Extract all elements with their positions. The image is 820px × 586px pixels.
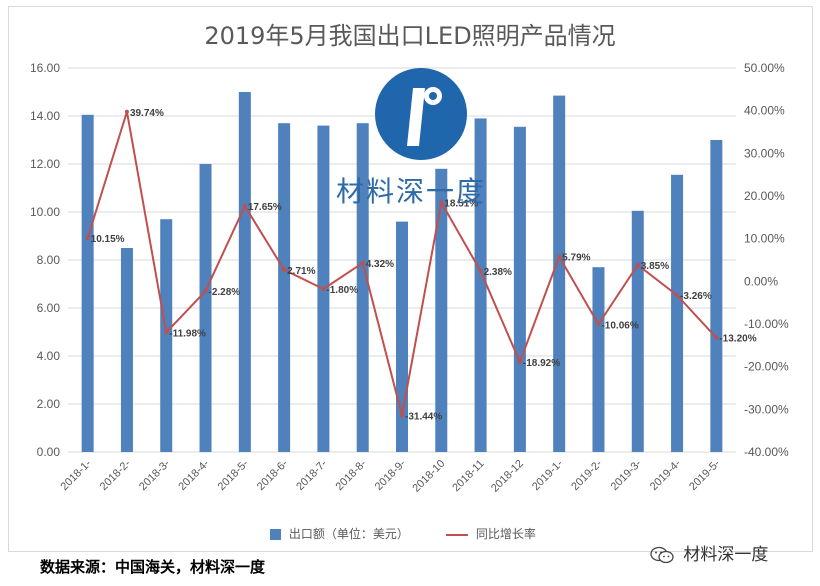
data-label: -10.06% <box>601 320 638 331</box>
legend-swatch-bar <box>270 529 281 540</box>
data-label: 17.65% <box>248 202 282 213</box>
watermark-text: 材料深一度 <box>683 545 769 565</box>
line-point <box>557 254 562 259</box>
y-right-tick-label: 30.00% <box>744 146 785 160</box>
chart-title: 2019年5月我国出口LED照明产品情况 <box>204 22 616 50</box>
line-point <box>124 109 129 114</box>
line-point <box>164 330 169 335</box>
y-right-tick-label: 0.00% <box>744 274 778 288</box>
data-label: -18.92% <box>523 358 560 369</box>
data-label: 2.71% <box>287 266 315 277</box>
line-point <box>635 262 640 267</box>
data-label: 5.79% <box>562 253 590 264</box>
line-point <box>675 293 680 298</box>
x-tick-label: 2019-1- <box>530 457 566 493</box>
legend-item-line: 同比增长率 <box>446 525 536 542</box>
y-right-tick-label: 10.00% <box>744 232 785 246</box>
legend-label-line: 同比增长率 <box>475 527 536 541</box>
y-left-tick-label: 12.00 <box>30 157 60 171</box>
source-note: 数据来源：中国海关，材料深一度 <box>40 558 266 576</box>
y-right-tick-label: 20.00% <box>744 189 785 203</box>
bar <box>81 114 94 453</box>
bar <box>238 92 251 452</box>
line-point <box>714 335 719 340</box>
bar <box>435 168 448 453</box>
x-tick-label: 2018-7- <box>294 457 330 493</box>
line-point <box>400 413 404 418</box>
bar <box>631 210 644 452</box>
x-tick-label: 2018-5- <box>216 457 252 493</box>
bar <box>474 118 487 453</box>
watermark: 材料深一度 <box>650 540 768 565</box>
data-label: -2.28% <box>209 287 241 298</box>
line-point <box>478 269 483 274</box>
line-point <box>360 260 365 265</box>
x-tick-label: 2018-1- <box>58 457 94 493</box>
data-label: -13.20% <box>719 334 756 345</box>
x-tick-label: 2019-4- <box>648 457 684 493</box>
y-right-tick-label: -20.00% <box>744 360 789 374</box>
bar <box>160 219 173 452</box>
x-tick-label: 2018-9- <box>373 457 409 493</box>
x-tick-label: 2018-11 <box>450 458 486 494</box>
data-label: -31.44% <box>405 411 442 422</box>
bar <box>199 164 212 452</box>
legend-item-bar: 出口额（单位：美元） <box>270 525 409 542</box>
data-label: -11.98% <box>169 328 206 339</box>
y-left-tick-label: 14.00 <box>30 109 60 123</box>
data-label: 39.74% <box>130 108 164 119</box>
x-tick-label: 2018-8- <box>334 457 370 493</box>
y-left-tick-label: 2.00 <box>37 397 61 411</box>
data-label: -1.80% <box>326 285 358 296</box>
x-tick-label: 2018-2- <box>98 457 134 493</box>
logo-icon <box>375 68 467 160</box>
x-tick-label: 2018-10 <box>410 458 447 495</box>
x-tick-label: 2019-2- <box>569 457 605 493</box>
bar <box>671 174 684 453</box>
y-right-tick-label: 40.00% <box>744 104 785 118</box>
y-right-tick-label: -10.00% <box>744 317 789 331</box>
y-left-tick-label: 16.00 <box>30 61 60 75</box>
line-point <box>517 360 522 365</box>
wechat-icon <box>650 546 674 564</box>
y-right-tick-label: -40.00% <box>744 445 789 459</box>
line-point <box>596 322 601 327</box>
legend-swatch-line <box>446 533 468 536</box>
logo-text: 材料深一度 <box>336 175 487 208</box>
x-tick-label: 2018-12 <box>489 458 526 495</box>
data-label: -3.26% <box>680 291 712 302</box>
line-point <box>439 200 444 205</box>
data-label: 10.15% <box>91 234 125 245</box>
bar <box>592 267 605 452</box>
y-left-tick-label: 10.00 <box>30 205 60 219</box>
line-point <box>282 267 287 272</box>
bar <box>710 140 723 452</box>
x-tick-label: 2019-5- <box>687 457 723 493</box>
x-tick-label: 2018-3- <box>137 457 173 493</box>
y-left-tick-label: 6.00 <box>37 301 61 315</box>
data-label: 2.38% <box>484 267 512 278</box>
data-label: 3.85% <box>641 261 669 272</box>
y-right-tick-label: 50.00% <box>744 61 785 75</box>
legend-label-bar: 出口额（单位：美元） <box>288 527 409 541</box>
line-point <box>321 287 326 292</box>
data-label: 18.51% <box>444 198 478 209</box>
bar <box>553 95 566 452</box>
bar <box>278 123 291 452</box>
bar <box>120 248 133 452</box>
y-left-tick-label: 4.00 <box>37 349 61 363</box>
x-tick-label: 2019-3- <box>609 457 645 493</box>
x-tick-label: 2018-4- <box>176 457 212 493</box>
y-left-tick-label: 8.00 <box>37 253 61 267</box>
y-right-tick-label: -30.00% <box>744 402 789 416</box>
line-point <box>242 204 247 209</box>
x-tick-label: 2018-6- <box>255 457 291 493</box>
line-point <box>85 236 90 241</box>
bar <box>513 126 526 453</box>
bar <box>356 123 369 452</box>
data-label: 4.32% <box>366 259 394 270</box>
y-left-tick-label: 0.00 <box>37 445 61 459</box>
line-point <box>203 289 208 294</box>
